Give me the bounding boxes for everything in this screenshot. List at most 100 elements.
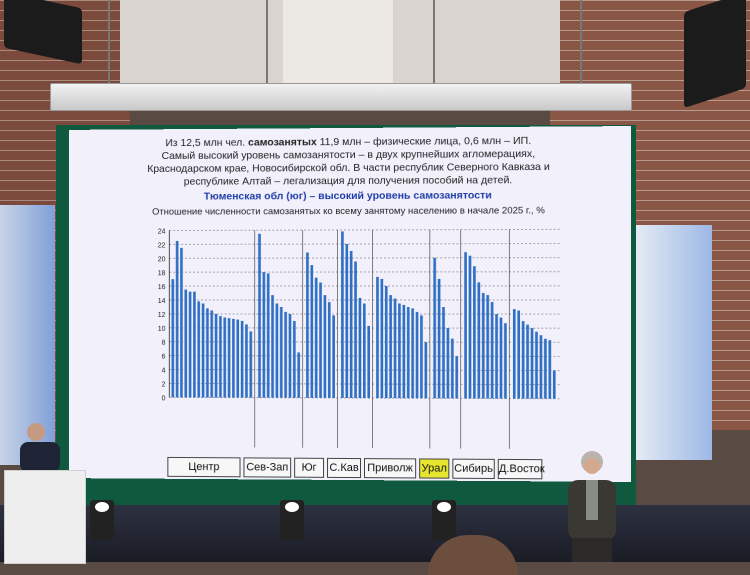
bar [522,321,525,399]
y-tick-label: 10 [158,326,166,333]
region-label: Центр [167,457,240,477]
bar [376,277,379,398]
y-tick-label: 24 [158,229,166,236]
bar [381,279,384,398]
grid-line [169,258,559,259]
bar [544,339,547,399]
region-label: Д.Восток [498,459,543,479]
y-tick-label: 0 [162,395,166,402]
bar [394,299,397,399]
bar [276,304,279,398]
bar [319,283,322,398]
bar [548,340,551,399]
stage-light [90,500,114,540]
bar [504,323,507,398]
bar [271,295,274,398]
bar [202,304,205,398]
bar [367,326,370,398]
region-label: Приволж [364,458,416,478]
bar [389,295,392,398]
bar [464,252,467,398]
bar [407,307,410,398]
bar [293,321,296,398]
bar [197,301,200,397]
bar [245,324,248,397]
bar [193,292,196,398]
region-label: Сев-Зап [243,457,291,477]
slide-line-4: республике Алтай – легализация для получ… [69,174,631,190]
bar [258,234,261,398]
speaking-woman [560,448,620,562]
bar [540,335,543,398]
bar [172,279,175,397]
bar [517,311,520,399]
y-tick-label: 6 [162,354,166,361]
bar [403,305,406,398]
bar [228,318,231,397]
y-tick-label: 18 [158,270,166,277]
bar [354,261,357,398]
grid-line [169,229,559,230]
slide-line-1-prefix: Из 12,5 млн чел. [165,137,245,149]
y-tick-label: 14 [158,298,166,305]
bar [491,302,494,398]
bar [249,331,252,397]
bar [184,290,187,398]
bar [280,307,283,398]
bar [236,320,239,398]
y-tick-label: 12 [158,312,166,319]
bar [455,356,458,398]
slide-line-1-bold: самозанятых [248,136,317,148]
y-tick-label: 8 [162,340,166,347]
pillar [283,0,393,90]
bar [341,231,344,398]
projector-rail [50,83,632,111]
bar [469,256,472,399]
bar [328,302,331,398]
bar [473,266,476,398]
bar [219,316,222,398]
hanging-wire [108,0,110,85]
bar [189,292,192,398]
bar [447,328,450,398]
slide-line-1-suffix: 11,9 млн – физические лица, 0,6 млн – ИП… [320,135,532,148]
bar [223,317,226,397]
bar [438,279,441,398]
region-label: Урал [419,458,449,478]
stage-light [432,500,456,540]
stage-light [280,500,304,540]
bar-chart: 024681012141618202224 [148,219,568,451]
bar [486,295,489,398]
bar [310,265,313,398]
bar [513,309,516,398]
hanging-wire [266,0,268,85]
bar [500,318,503,399]
chart-title: Отношение численности самозанятых ко все… [69,204,631,219]
bar [385,286,388,398]
bar [315,278,318,398]
bar [345,244,348,398]
seated-man [20,420,66,472]
bar [398,303,401,398]
grid-line [169,244,559,245]
bar [241,321,244,398]
bar [363,303,366,398]
bar [284,312,287,398]
bar [232,319,235,398]
region-label: С.Кав [327,458,361,478]
bar [425,342,428,398]
bar [206,308,209,397]
bar [332,315,335,398]
bar [495,314,498,398]
presentation-screen: Из 12,5 млн чел. самозанятых 11,9 млн – … [69,126,631,482]
region-label: Юг [294,458,324,478]
bar [210,310,213,397]
bar [289,314,292,398]
bar [176,241,179,397]
hanging-wire [433,0,435,85]
bar [215,314,218,398]
bar [535,332,538,399]
bar [359,298,362,398]
slide-highlight: Тюменская обл (юг) – высокий уровень сам… [69,189,631,204]
bar [482,293,485,399]
